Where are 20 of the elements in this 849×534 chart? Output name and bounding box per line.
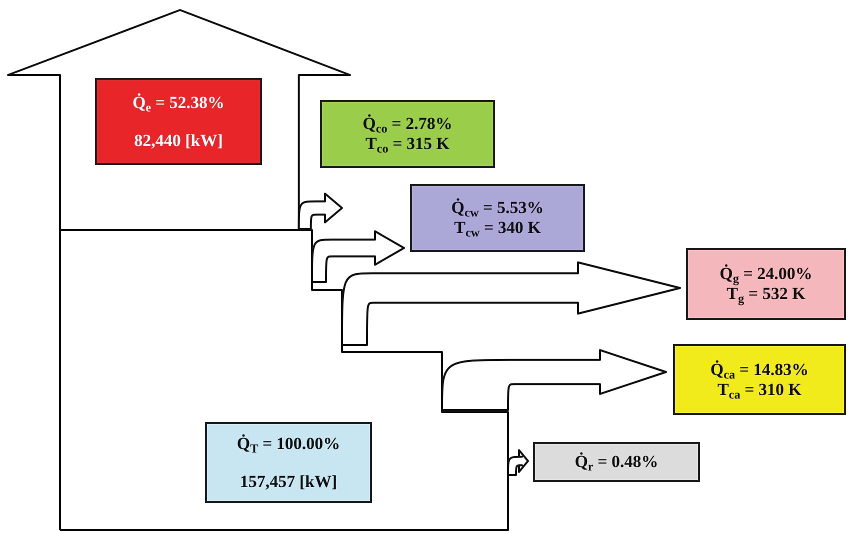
data-label: 14.83% [753, 360, 809, 378]
text: T$_{ca}$ = 310 K [717, 380, 802, 402]
category-label: Q̇$_{e}$ = [132, 92, 166, 114]
data-label: 0.48% [612, 452, 658, 471]
category-label: Q̇$_{ca}$ = [710, 360, 750, 382]
data-label: 24.00% [757, 264, 812, 283]
category-label: Q̇$_{g}$ = [720, 264, 753, 286]
text: T$_{g}$ = 532 K [726, 284, 806, 306]
text: T$_{co}$ = 315 K [365, 134, 450, 156]
category-label: Q̇$_{T}$ = [236, 434, 272, 456]
text: 157,457 [kW] [240, 472, 338, 492]
category-label: Q̇$_{cw}$ = [451, 198, 493, 220]
data-label: 5.53% [496, 198, 544, 217]
data-label: 52.38% [169, 92, 225, 112]
category-label: Q̇$_{r}$ = [574, 452, 608, 474]
text: 82,440 [kW] [134, 130, 223, 150]
data-label: 2.78% [406, 114, 452, 133]
category-label: Q̇$_{co}$ = [362, 114, 402, 136]
data-label: 100.00% [276, 434, 340, 452]
text: T$_{cw}$ = 340 K [454, 218, 541, 240]
